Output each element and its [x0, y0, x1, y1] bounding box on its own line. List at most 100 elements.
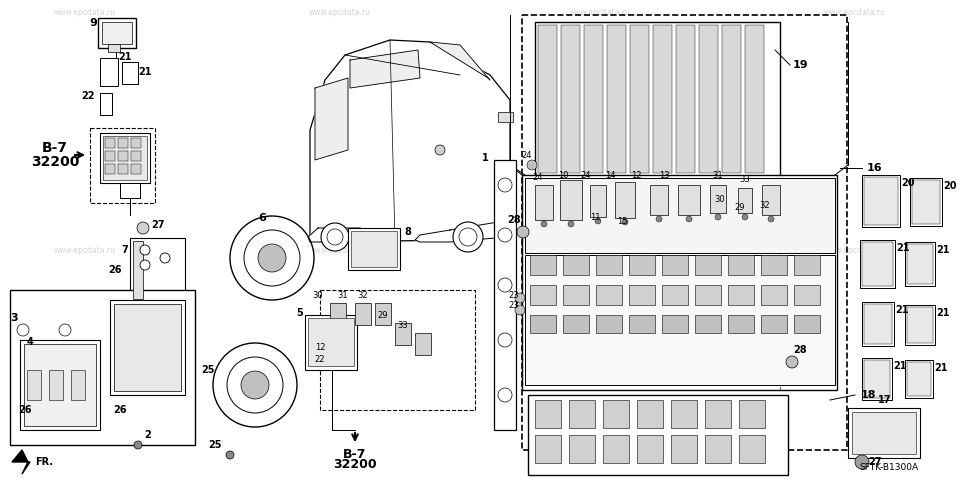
Text: SFTK-B1300A: SFTK-B1300A: [859, 464, 918, 472]
Bar: [739, 400, 765, 428]
Bar: [650, 185, 668, 215]
Circle shape: [134, 441, 142, 449]
Bar: [630, 25, 649, 173]
Bar: [100, 93, 112, 115]
Bar: [105, 138, 115, 148]
Text: 20: 20: [901, 178, 915, 188]
Text: 32: 32: [358, 290, 369, 299]
Bar: [603, 435, 629, 463]
Text: 22: 22: [82, 91, 95, 101]
Bar: [320, 290, 475, 410]
Circle shape: [742, 214, 748, 220]
Bar: [415, 333, 431, 355]
Bar: [662, 255, 688, 275]
Bar: [535, 22, 780, 177]
Text: 23: 23: [509, 300, 519, 309]
Bar: [103, 136, 147, 180]
Bar: [852, 412, 916, 454]
Bar: [705, 400, 731, 428]
Circle shape: [435, 145, 445, 155]
Text: 6: 6: [258, 213, 266, 223]
Bar: [330, 303, 346, 325]
Circle shape: [622, 219, 628, 225]
Circle shape: [568, 221, 574, 227]
Bar: [761, 285, 787, 305]
Text: 30: 30: [714, 195, 726, 205]
Text: 33: 33: [739, 175, 751, 184]
Bar: [864, 177, 898, 225]
Bar: [375, 303, 391, 325]
Bar: [130, 238, 185, 303]
Bar: [860, 240, 895, 288]
Bar: [105, 164, 115, 174]
Bar: [308, 318, 354, 366]
Text: 24: 24: [581, 171, 591, 181]
Text: 19: 19: [792, 60, 807, 70]
Bar: [695, 315, 721, 333]
Circle shape: [715, 214, 721, 220]
Circle shape: [527, 160, 537, 170]
Bar: [24, 344, 96, 426]
Text: 21: 21: [934, 363, 948, 373]
Bar: [100, 58, 118, 86]
Bar: [133, 241, 143, 299]
Text: 23: 23: [509, 290, 519, 299]
Text: www.epcdata.ru: www.epcdata.ru: [309, 8, 371, 16]
Bar: [738, 188, 752, 213]
Bar: [27, 370, 41, 400]
Bar: [794, 315, 820, 333]
Bar: [525, 255, 835, 385]
Bar: [678, 185, 700, 215]
Text: 4: 4: [27, 337, 34, 347]
Circle shape: [17, 324, 29, 336]
Text: 31: 31: [338, 290, 348, 299]
Text: 27: 27: [868, 457, 881, 467]
Text: 26: 26: [113, 405, 127, 415]
Text: 5: 5: [297, 308, 303, 318]
Bar: [728, 285, 754, 305]
Circle shape: [595, 218, 601, 224]
Circle shape: [241, 371, 269, 399]
Text: 24: 24: [533, 173, 543, 182]
Text: 28: 28: [507, 215, 521, 225]
Text: www.epcdata.ru: www.epcdata.ru: [54, 246, 116, 254]
Text: 29: 29: [734, 204, 745, 213]
Bar: [569, 400, 595, 428]
Bar: [110, 300, 185, 395]
Bar: [530, 315, 556, 333]
Circle shape: [230, 216, 314, 300]
Circle shape: [140, 260, 150, 270]
Bar: [596, 285, 622, 305]
Text: 30: 30: [313, 290, 324, 299]
Bar: [98, 18, 136, 48]
Polygon shape: [315, 78, 348, 160]
Polygon shape: [415, 220, 510, 242]
Polygon shape: [430, 42, 490, 80]
Text: 11: 11: [589, 214, 600, 223]
Bar: [862, 175, 900, 227]
Bar: [120, 183, 140, 198]
Circle shape: [541, 221, 547, 227]
Text: 21: 21: [138, 67, 152, 77]
Text: 31: 31: [712, 171, 723, 180]
Text: 27: 27: [152, 220, 165, 230]
Bar: [118, 151, 128, 161]
Bar: [722, 25, 741, 173]
Bar: [907, 244, 933, 284]
Text: 32: 32: [759, 201, 770, 209]
Bar: [637, 400, 663, 428]
Circle shape: [515, 293, 525, 303]
Bar: [761, 255, 787, 275]
Bar: [498, 112, 513, 122]
Circle shape: [656, 216, 662, 222]
Text: 15: 15: [616, 217, 627, 227]
Text: 9: 9: [89, 18, 97, 28]
Text: www.epcdata.ru: www.epcdata.ru: [569, 246, 631, 254]
Bar: [905, 360, 933, 398]
Bar: [10, 290, 195, 445]
Bar: [71, 370, 85, 400]
Bar: [662, 285, 688, 305]
Polygon shape: [310, 40, 510, 242]
Text: 32200: 32200: [333, 458, 377, 471]
Bar: [118, 138, 128, 148]
